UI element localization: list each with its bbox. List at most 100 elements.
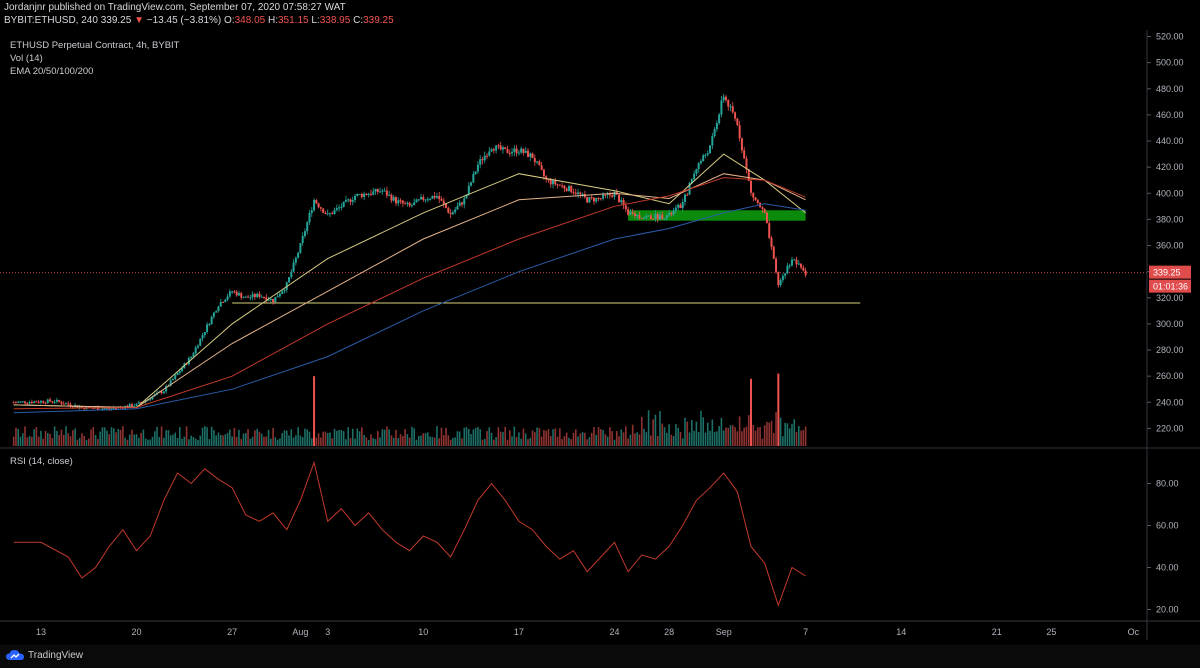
volume-bar xyxy=(747,415,750,446)
time-tick-label: Sep xyxy=(716,627,732,637)
candle-body xyxy=(529,153,532,157)
volume-bar xyxy=(167,430,170,446)
candle-body xyxy=(128,404,131,408)
candle-body xyxy=(174,375,177,379)
legend-rsi[interactable]: RSI (14, close) xyxy=(10,456,73,467)
candle-body xyxy=(570,185,573,193)
candle-body xyxy=(404,203,407,205)
candle-body xyxy=(572,192,575,194)
candle-body xyxy=(247,296,250,298)
candle-body xyxy=(467,185,470,195)
volume-bar xyxy=(301,437,304,446)
volume-bar xyxy=(650,435,652,446)
tradingview-cloud-icon xyxy=(6,650,24,660)
volume-bar xyxy=(782,436,784,446)
candle-body xyxy=(777,271,780,286)
volume-bar xyxy=(336,430,338,446)
candle-body xyxy=(317,203,320,208)
volume-bar xyxy=(365,437,368,446)
candle-body xyxy=(549,179,552,185)
candle-body xyxy=(633,213,636,216)
volume-bar xyxy=(759,426,761,446)
current-price-text: 339.25 xyxy=(1153,268,1181,278)
volume-bar xyxy=(490,432,493,446)
candle-body xyxy=(242,297,245,299)
volume-bar xyxy=(270,438,272,446)
volume-bar xyxy=(468,428,470,446)
volume-bar xyxy=(194,438,197,446)
volume-bar xyxy=(454,437,456,446)
volume-bar xyxy=(417,435,420,446)
legend-ema[interactable]: EMA 20/50/100/200 xyxy=(10,66,94,77)
candle-body xyxy=(768,223,771,238)
candle-body xyxy=(24,401,27,404)
candle-body xyxy=(790,259,793,266)
volume-bar xyxy=(115,432,117,446)
price-series xyxy=(12,93,807,412)
candle-body xyxy=(297,252,300,258)
volume-bar xyxy=(247,428,249,446)
candle-body xyxy=(408,202,411,206)
volume-bar xyxy=(720,417,723,446)
volume-bar xyxy=(31,436,33,446)
candle-body xyxy=(256,293,259,298)
candle-body xyxy=(212,312,215,317)
volume-bar xyxy=(292,437,295,446)
volume-bar xyxy=(452,437,454,446)
candle-body xyxy=(449,212,452,215)
volume-bar xyxy=(670,434,673,446)
candle-body xyxy=(196,345,199,348)
volume-bar xyxy=(340,430,343,446)
volume-bar xyxy=(304,428,306,446)
volume-bar xyxy=(383,429,386,446)
volume-bar xyxy=(736,431,739,446)
volume-bar xyxy=(672,435,675,446)
volume-bar xyxy=(465,427,468,446)
candle-body xyxy=(563,185,566,189)
candle-body xyxy=(208,324,211,326)
legend-instrument[interactable]: ETHUSD Perpetual Contract, 4h, BYBIT xyxy=(10,40,180,51)
volume-bar xyxy=(87,438,90,446)
volume-bar xyxy=(206,427,208,446)
candle-body xyxy=(800,263,803,268)
candle-body xyxy=(406,202,409,204)
volume-bar xyxy=(124,437,126,446)
volume-bar xyxy=(561,439,563,446)
tradingview-logo[interactable]: TradingView xyxy=(6,649,83,661)
candle-body xyxy=(501,147,504,150)
candle-body xyxy=(592,197,595,202)
candle-body xyxy=(645,215,648,218)
candle-body xyxy=(556,184,559,186)
candle-body xyxy=(69,404,72,407)
candle-body xyxy=(363,193,366,197)
high-label: H: xyxy=(267,15,278,26)
price-tick-label: 300.00 xyxy=(1156,319,1184,329)
candle-body xyxy=(303,231,306,237)
legend-volume[interactable]: Vol (14) xyxy=(10,53,43,64)
volume-bar xyxy=(741,431,743,446)
volume-bar xyxy=(438,438,441,446)
volume-bar xyxy=(779,417,782,446)
candle-body xyxy=(110,408,113,410)
volume-bar xyxy=(181,438,183,446)
volume-bar xyxy=(67,433,70,446)
volume-bar xyxy=(549,436,552,446)
volume-bar xyxy=(704,432,707,446)
volume-bar xyxy=(679,431,682,446)
volume-bar xyxy=(506,439,509,446)
volume-bar xyxy=(101,427,104,446)
volume-bar xyxy=(163,437,165,446)
volume-bar xyxy=(254,430,256,446)
volume-bar xyxy=(800,430,802,446)
candle-body xyxy=(577,192,580,195)
candle-body xyxy=(627,209,630,215)
volume-bar xyxy=(802,429,805,446)
volume-bar xyxy=(770,420,773,446)
volume-bar xyxy=(267,429,270,446)
volume-bar xyxy=(554,428,557,446)
volume-bar xyxy=(217,432,220,446)
volume-bar xyxy=(242,433,245,446)
volume-bar xyxy=(78,437,81,446)
volume-bar xyxy=(110,427,113,446)
